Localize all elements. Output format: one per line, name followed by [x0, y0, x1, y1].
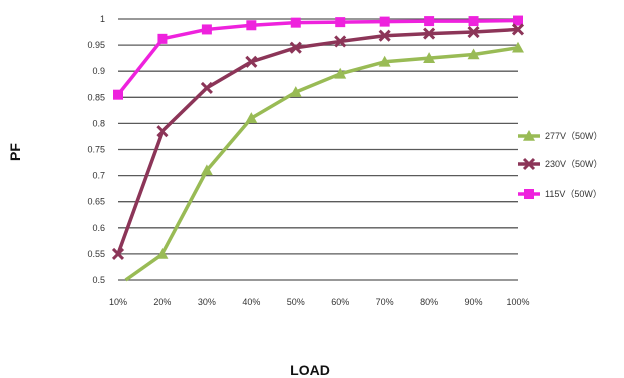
data-point	[423, 52, 436, 63]
data-point	[111, 247, 125, 260]
y-axis-title: PF	[7, 143, 23, 161]
series-line	[116, 27, 519, 255]
series-3	[113, 15, 523, 100]
y-tick-label: 0.5	[92, 275, 105, 285]
data-point	[522, 157, 536, 171]
legend-item: 277V（50W）	[518, 130, 603, 141]
data-point	[334, 35, 347, 48]
data-point	[424, 16, 435, 27]
series-2	[111, 23, 525, 260]
data-point	[334, 67, 347, 79]
legend: 277V（50W） 230V（50W） 115V（50W）	[518, 130, 603, 199]
data-point	[378, 29, 391, 42]
series-lines	[111, 15, 525, 282]
x-tick-label: 70%	[376, 297, 394, 307]
data-point	[379, 16, 390, 27]
data-point	[245, 112, 258, 123]
x-tick-label: 80%	[420, 297, 438, 307]
x-tick-label: 60%	[331, 297, 349, 307]
data-point	[467, 25, 480, 39]
data-point	[200, 164, 213, 176]
legend-label: 115V（50W）	[545, 189, 602, 199]
y-tick-label: 0.55	[87, 249, 105, 259]
series-line	[124, 45, 519, 282]
y-tick-label: 1	[100, 14, 105, 24]
data-point	[290, 17, 301, 28]
y-tick-label: 0.85	[87, 92, 105, 102]
data-point	[246, 20, 257, 31]
data-point	[511, 23, 525, 36]
data-point	[524, 189, 534, 199]
legend-item: 115V（50W）	[518, 189, 602, 199]
x-tick-label: 100%	[506, 297, 529, 307]
legend-label: 277V（50W）	[545, 131, 603, 141]
data-point	[156, 247, 169, 259]
data-point	[378, 55, 391, 67]
data-point	[423, 27, 436, 40]
data-point	[113, 89, 123, 100]
x-tick-label: 90%	[465, 297, 483, 307]
x-tick-label: 20%	[153, 297, 171, 307]
data-point	[289, 41, 302, 54]
data-point	[467, 48, 480, 60]
data-point	[512, 41, 524, 53]
y-tick-label: 0.65	[87, 197, 105, 207]
data-point	[523, 130, 535, 141]
y-tick-label: 0.7	[92, 171, 105, 181]
y-tick-label: 0.75	[87, 145, 105, 155]
y-tick-label: 0.6	[92, 223, 105, 233]
data-point	[335, 17, 346, 28]
x-tick-label: 10%	[109, 297, 127, 307]
series-1	[124, 41, 524, 282]
data-point	[156, 125, 169, 138]
legend-label: 230V（50W）	[545, 159, 603, 169]
series-line	[116, 18, 519, 96]
y-tick-labels: 0.5 0.55 0.6 0.65 0.7 0.75 0.8 0.85 0.9 0.95 1	[87, 14, 105, 285]
gridlines	[118, 18, 518, 281]
data-point	[245, 55, 258, 68]
y-tick-label: 0.95	[87, 40, 105, 50]
y-tick-label: 0.9	[92, 66, 105, 76]
x-tick-labels: 10% 20% 30% 40% 50% 60% 70% 80% 90% 100%	[109, 297, 530, 307]
x-tick-label: 50%	[287, 297, 305, 307]
x-axis-title: LOAD	[290, 362, 330, 378]
y-tick-label: 0.8	[92, 118, 105, 128]
data-point	[513, 15, 523, 26]
data-point	[200, 81, 213, 94]
data-point	[201, 24, 212, 35]
x-tick-label: 40%	[242, 297, 260, 307]
data-point	[468, 16, 479, 27]
data-point	[289, 86, 302, 97]
x-tick-label: 30%	[198, 297, 216, 307]
data-point	[157, 33, 168, 44]
legend-item: 230V（50W）	[518, 157, 603, 171]
